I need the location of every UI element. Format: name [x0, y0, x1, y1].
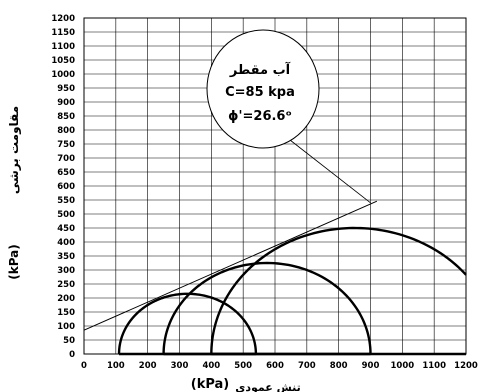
y-tick-label: 950	[57, 84, 75, 94]
annotation-line-1: آب مقطر	[229, 61, 291, 78]
y-tick-label: 650	[57, 168, 75, 178]
mohr-circle	[162, 261, 372, 355]
x-tick-label: 800	[330, 361, 348, 371]
mohr-circle	[117, 292, 258, 355]
y-tick-label: 250	[57, 280, 75, 290]
y-tick-label: 1000	[51, 70, 75, 80]
y-tick-label: 700	[57, 154, 75, 164]
y-tick-label: 0	[69, 350, 75, 360]
failure-envelope	[83, 200, 378, 331]
y-tick-label: 100	[57, 322, 75, 332]
annotation-line-2: C=85 kpa	[225, 85, 295, 100]
y-tick-label: 750	[57, 140, 75, 150]
y-tick-label: 150	[57, 308, 75, 318]
x-tick-label: 0	[81, 361, 87, 371]
y-tick-label: 600	[57, 182, 75, 192]
annotation-callout: آب مقطر C=85 kpa ϕ'=26.6ᵒ	[206, 29, 371, 204]
x-tick-label: 1200	[454, 361, 478, 371]
x-tick-label: 400	[202, 361, 220, 371]
envelope-line	[83, 200, 378, 331]
x-tick-label: 600	[266, 361, 284, 371]
y-tick-label: 1200	[51, 14, 75, 24]
y-tick-label: 550	[57, 196, 75, 206]
x-axis-label: تنش عمودی	[235, 381, 301, 392]
annotation-leader-line	[289, 139, 371, 204]
y-tick-label: 300	[57, 266, 75, 276]
y-tick-label: 1100	[51, 42, 75, 52]
y-tick-label: 350	[57, 252, 75, 262]
y-tick-label: 50	[63, 336, 75, 346]
mohr-circles	[117, 226, 467, 356]
x-tick-labels: 0 100 200 300 400 500 600 700 800 900 1000 1100 1200	[81, 361, 478, 371]
y-tick-label: 450	[57, 224, 75, 234]
y-tick-label: 400	[57, 238, 75, 248]
y-tick-label: 850	[57, 112, 75, 122]
mohr-circle	[210, 226, 467, 355]
annotation-line-3: ϕ'=26.6ᵒ	[228, 109, 292, 124]
y-tick-label: 1050	[51, 56, 75, 66]
x-tick-label: 100	[107, 361, 125, 371]
x-tick-label: 500	[234, 361, 252, 371]
x-tick-label: 300	[171, 361, 189, 371]
annotation-ellipse	[206, 29, 320, 149]
x-tick-label: 1100	[422, 361, 446, 371]
y-tick-label: 900	[57, 98, 75, 108]
x-tick-label: 200	[139, 361, 157, 371]
y-axis-unit: (kPa)	[7, 244, 21, 280]
y-tick-label: 800	[57, 126, 75, 136]
x-tick-label: 700	[298, 361, 316, 371]
y-tick-labels: 0 50 100 150 200 250 300 350 400 450 500 550 600 650 7…	[51, 14, 75, 360]
y-tick-label: 1150	[51, 28, 75, 38]
y-axis-label: مقاومت برشی	[7, 106, 22, 194]
x-tick-label: 1000	[390, 361, 414, 371]
y-tick-label: 500	[57, 210, 75, 220]
y-tick-label: 200	[57, 294, 75, 304]
x-tick-label: 900	[362, 361, 380, 371]
x-axis-unit: (kPa)	[191, 377, 229, 392]
